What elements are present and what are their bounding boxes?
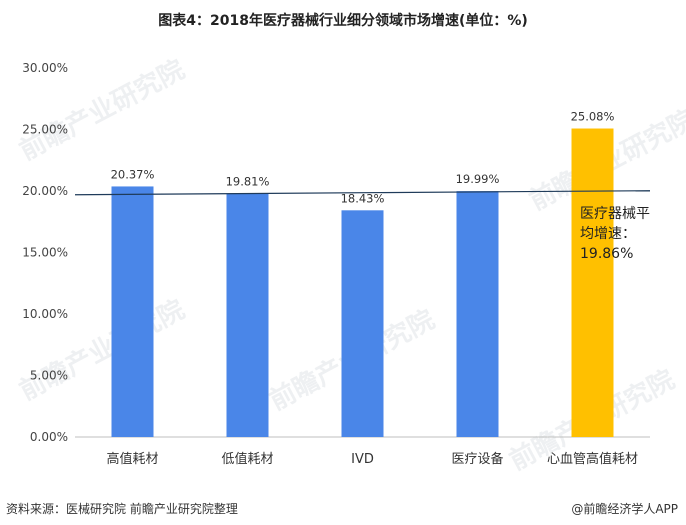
bar <box>226 193 269 437</box>
brand-credit: @前瞻经济学人APP <box>571 502 678 516</box>
data-label: 18.43% <box>341 191 385 205</box>
source-note: 资料来源：医械研究院 前瞻产业研究院整理 <box>6 502 238 516</box>
bar <box>111 186 154 437</box>
chart-title: 图表4：2018年医疗器械行业细分领域市场增速(单位：%) <box>158 13 528 29</box>
category-label: 低值耗材 <box>221 451 273 467</box>
data-label: 19.99% <box>456 172 500 186</box>
category-label: 医疗设备 <box>451 451 503 467</box>
y-tick-label: 20.00% <box>22 184 68 198</box>
y-tick-label: 25.00% <box>22 123 68 137</box>
average-annotation-line: 均增速： <box>580 226 636 242</box>
y-tick-label: 15.00% <box>22 246 68 260</box>
average-annotation-line: 医疗器械平 <box>580 206 650 222</box>
bar <box>341 210 384 437</box>
category-label: 高值耗材 <box>106 451 158 467</box>
data-label: 19.81% <box>226 174 270 188</box>
y-tick-label: 5.00% <box>30 369 68 383</box>
category-label: IVD <box>351 452 374 467</box>
average-reference-line <box>74 190 651 196</box>
data-label: 25.08% <box>571 110 615 124</box>
y-tick-label: 10.00% <box>22 307 68 321</box>
data-label: 20.37% <box>111 167 155 181</box>
average-annotation-line: 19.86% <box>580 246 633 262</box>
y-tick-label: 0.00% <box>30 430 68 444</box>
y-tick-label: 30.00% <box>22 61 68 75</box>
category-label: 心血管高值耗材 <box>547 451 638 467</box>
bar <box>456 191 499 437</box>
bar <box>571 128 614 438</box>
